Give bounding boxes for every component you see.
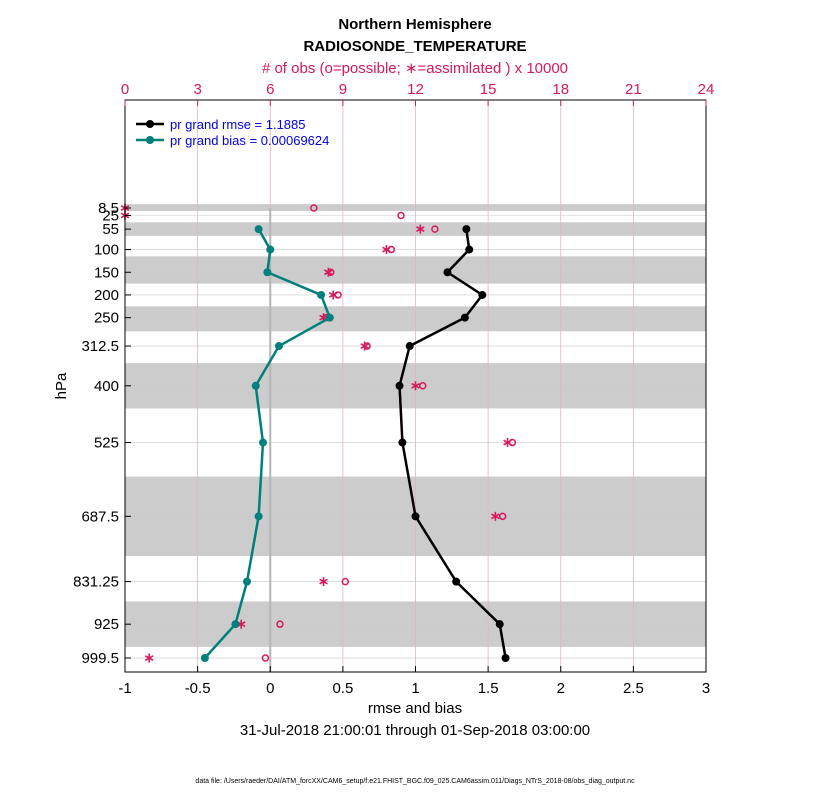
obs-possible-marker	[341, 577, 350, 586]
rmse-point	[452, 577, 461, 586]
x-tick-label: -1	[118, 680, 131, 697]
chart-title: Northern Hemisphere	[338, 16, 491, 33]
y-tick-label: 400	[94, 378, 119, 395]
top-x-tick-label: 3	[193, 81, 201, 98]
y-tick-label: 312.5	[81, 338, 119, 355]
obs-assimilated-marker	[328, 290, 338, 300]
top-x-tick-label: 18	[552, 81, 569, 98]
series-lines	[200, 225, 510, 663]
obs-assimilated-marker	[144, 653, 154, 663]
x-tick-label: 0	[266, 680, 274, 697]
obs-assimilated-marker	[319, 577, 328, 587]
obs-possible-marker	[419, 382, 427, 390]
bias-point	[266, 245, 275, 254]
rmse-point	[460, 313, 469, 322]
rmse-point	[465, 245, 474, 254]
top-x-tick-label: 0	[121, 81, 129, 98]
x-axis-label: rmse and bias	[368, 700, 462, 717]
legend-rmse-marker	[146, 120, 154, 128]
obs-assimilated-marker	[503, 438, 512, 448]
rmse-point	[478, 290, 487, 299]
obs-assimilated-marker	[416, 224, 425, 234]
y-tick-label: 525	[94, 435, 119, 452]
bias-point	[317, 290, 326, 299]
top-x-tick-label: 15	[480, 81, 497, 98]
obs-possible-marker	[397, 211, 405, 220]
bias-point	[243, 577, 252, 586]
x-tick-label: 1	[411, 680, 419, 697]
y-tick-label: 8.5	[98, 200, 119, 217]
x-tick-label: 2.5	[623, 680, 644, 697]
legend-rmse-label: pr grand rmse = 1.1885	[170, 117, 306, 132]
obs-possible-marker	[276, 620, 284, 628]
top-x-tick-label: 12	[407, 81, 424, 98]
y-tick-label: 687.5	[81, 508, 119, 525]
bias-point	[274, 342, 283, 351]
x-tick-label: 2	[557, 680, 565, 697]
x-tick-label: -0.5	[185, 680, 211, 697]
y-tick-label: 925	[94, 616, 119, 633]
bias-point	[325, 313, 334, 322]
rmse-point	[405, 342, 414, 351]
y-tick-label: 831.25	[73, 574, 119, 591]
y-tick-label: 150	[94, 264, 119, 281]
rmse-point	[398, 438, 407, 447]
rmse-point	[443, 268, 452, 277]
top-axis-label: # of obs (o=possible; ∗=assimilated ) x …	[262, 60, 568, 77]
obs-possible-marker	[310, 204, 318, 212]
obs-assimilated-marker	[491, 511, 500, 521]
rmse-series-line	[398, 228, 507, 659]
bias-series-line	[203, 228, 332, 659]
obs-possible-marker	[334, 291, 342, 299]
obs-assimilated-marker	[324, 267, 333, 277]
axes: -1 -0.5 0 0.5 1 1.5 2 2.5 3 0 3 6 9 12 15 18 21 24 8.52555…	[73, 81, 714, 697]
y-tick-label: 25	[102, 207, 119, 224]
y-axis-label: hPa	[53, 372, 70, 399]
date-range: 31-Jul-2018 21:00:01 through 01-Sep-2018…	[240, 722, 590, 739]
bias-point	[263, 268, 272, 277]
bias-point	[254, 225, 263, 234]
x-tick-label: 0.5	[332, 680, 353, 697]
obs-possible-marker	[508, 438, 517, 447]
x-tick-label: 3	[702, 680, 710, 697]
bias-point	[200, 654, 209, 663]
legend: pr grand rmse = 1.1885 pr grand bias = 0…	[136, 117, 329, 148]
top-x-tick-label: 21	[625, 81, 642, 98]
rmse-point	[411, 512, 420, 521]
footer-data-file: data file: /Users/raeder/DAI/ATM_forcXX/…	[195, 778, 635, 785]
rmse-point	[501, 654, 510, 663]
top-x-tick-label: 6	[266, 81, 274, 98]
y-tick-label: 100	[94, 242, 119, 259]
rmse-point	[462, 225, 471, 234]
obs-possible-marker	[498, 512, 507, 521]
legend-bias-marker	[146, 136, 154, 144]
top-x-tick-label: 9	[339, 81, 347, 98]
top-x-tick-label: 24	[698, 81, 715, 98]
bias-point	[231, 620, 240, 629]
obs-assimilated-marker	[360, 341, 369, 351]
obs-assimilated-marker	[411, 381, 420, 391]
obs-possible-marker	[387, 245, 396, 254]
rmse-point	[395, 381, 404, 390]
bias-point	[258, 438, 267, 447]
bias-point	[254, 512, 263, 521]
bias-point	[251, 381, 260, 390]
obs-possible-marker	[261, 654, 270, 662]
y-tick-label: 55	[102, 221, 119, 238]
obs-possible-marker	[431, 225, 439, 233]
obs-assimilated-marker	[382, 245, 391, 255]
x-tick-label: 1.5	[478, 680, 499, 697]
y-tick-label: 999.5	[81, 650, 119, 667]
y-tick-label: 200	[94, 287, 119, 304]
chart-subtitle: RADIOSONDE_TEMPERATURE	[303, 38, 526, 55]
y-tick-label: 250	[94, 310, 119, 327]
legend-bias-label: pr grand bias = 0.00069624	[170, 133, 329, 148]
rmse-point	[495, 620, 504, 629]
